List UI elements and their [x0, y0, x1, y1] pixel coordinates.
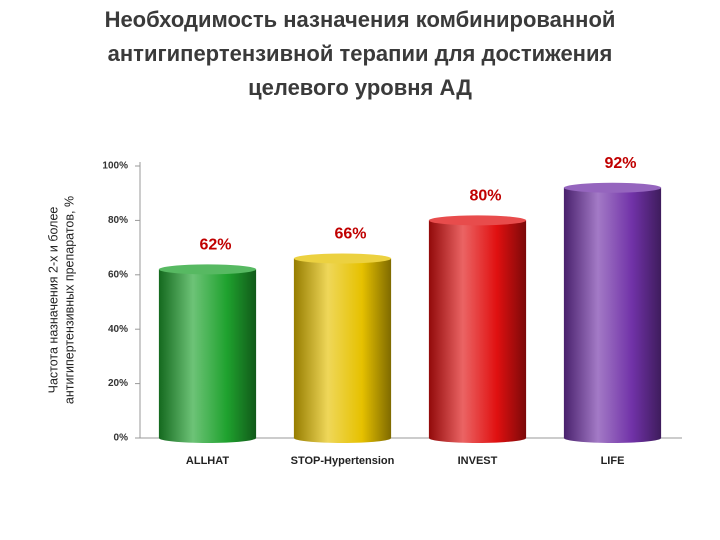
y-axis-label: Частота назначения 2-х и более — [46, 207, 60, 394]
chart-title: антигипертензивной терапии для достижени… — [108, 41, 613, 66]
chart-title: целевого уровня АД — [248, 75, 472, 100]
x-tick-label: STOP-Hypertension — [291, 455, 395, 467]
value-label: 92% — [604, 155, 636, 172]
y-tick-label: 100% — [102, 161, 128, 172]
x-tick-label: ALLHAT — [186, 455, 229, 467]
bar-cap — [293, 253, 392, 264]
bar-cap — [428, 215, 527, 226]
x-tick-label: INVEST — [458, 455, 498, 467]
bar — [563, 187, 662, 443]
bar — [293, 258, 392, 444]
x-tick-label: LIFE — [601, 455, 625, 467]
value-label: 80% — [469, 188, 501, 205]
bar — [428, 220, 527, 443]
y-tick-label: 80% — [108, 215, 128, 226]
chart-title: Необходимость назначения комбинированной — [105, 7, 616, 32]
bar — [158, 269, 257, 443]
bar-cap — [563, 182, 662, 193]
value-label: 66% — [334, 226, 366, 243]
y-tick-label: 60% — [108, 269, 128, 280]
y-tick-label: 20% — [108, 378, 128, 389]
bar-cap — [158, 264, 257, 275]
y-tick-label: 40% — [108, 324, 128, 335]
y-tick-label: 0% — [114, 433, 129, 444]
value-label: 62% — [199, 237, 231, 254]
y-axis-label: антигипертензивных препаратов, % — [62, 196, 76, 404]
